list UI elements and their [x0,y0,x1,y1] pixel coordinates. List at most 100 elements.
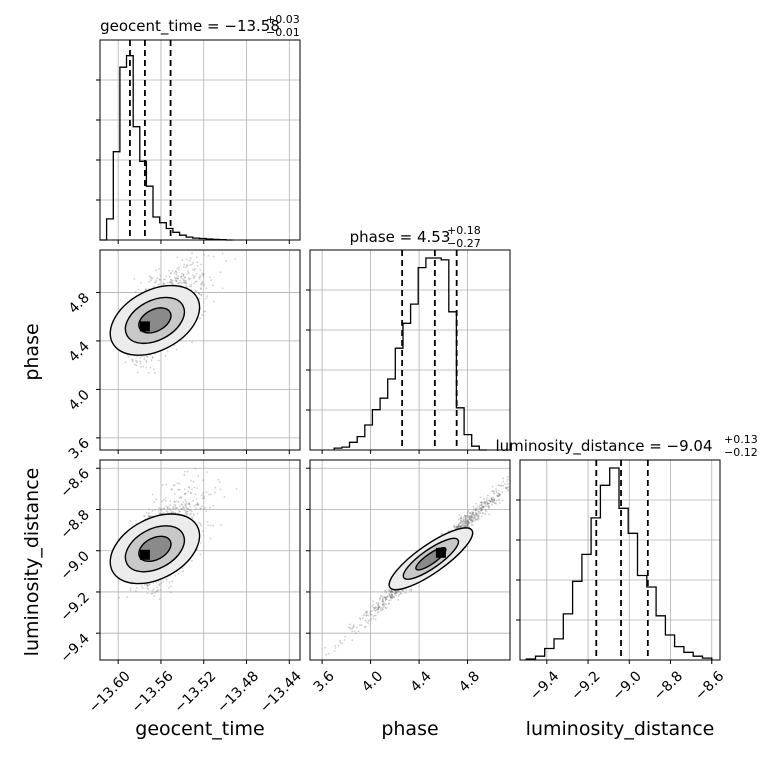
scatter-point [196,487,199,489]
scatter-point [145,359,148,362]
scatter-point [147,588,150,591]
scatter-point [351,627,354,630]
scatter-point [369,612,372,614]
scatter-point [490,498,493,501]
scatter-point [188,502,191,504]
scatter-point [474,514,477,516]
scatter-point [169,585,172,587]
scatter-point [200,524,203,527]
scatter-point [150,359,153,362]
scatter-point [387,596,389,598]
scatter-point [185,510,188,513]
scatter-point [489,500,492,503]
scatter-point [481,506,484,509]
scatter-point [480,507,483,509]
scatter-point [219,271,222,274]
scatter-point [184,276,187,279]
scatter-point [176,500,178,502]
scatter-point [474,508,477,511]
scatter-point [347,626,350,629]
scatter-point [464,522,467,525]
scatter-point [462,525,465,527]
scatter-point [178,510,181,513]
scatter-point [171,580,174,583]
scatter-point [154,280,157,283]
scatter-point [178,482,181,485]
scatter-point [200,263,202,266]
scatter-point [139,366,142,368]
scatter-point [458,522,460,525]
scatter-point [180,275,183,277]
scatter-point [193,514,196,517]
scatter-point [497,492,499,495]
scatter-point [472,518,475,520]
scatter-point [472,516,474,519]
scatter-point [177,277,180,280]
scatter-point [467,524,470,526]
scatter-point [395,592,397,594]
scatter-point [171,488,173,490]
scatter-point [210,493,212,496]
scatter-point [350,627,352,630]
scatter-point [182,275,185,277]
scatter-point [146,587,149,590]
scatter-point [180,496,183,499]
scatter-point [381,600,384,603]
scatter-point [192,480,195,483]
title-luminosity-distance-plus: +0.13 [724,433,758,446]
scatter-point [476,507,478,510]
scatter-point [171,270,174,272]
scatter-point [185,512,188,515]
scatter-point [372,606,375,609]
scatter-point [391,593,393,595]
scatter-point [506,483,509,485]
scatter-point [212,504,215,507]
scatter-point [190,512,192,515]
scatter-point [190,285,193,288]
scatter-point [459,526,462,529]
scatter-point [395,591,398,594]
scatter-point [143,356,146,358]
scatter-point [184,281,186,284]
scatter-point [146,592,149,595]
scatter-point [196,261,199,264]
scatter-point [384,597,387,599]
scatter-point [199,274,202,277]
scatter-point [182,273,185,276]
scatter-point [143,515,146,517]
scatter-point [456,525,458,528]
scatter-point [484,509,487,512]
scatter-point [460,525,463,527]
mode-marker-1 [139,549,150,560]
scatter-point [149,515,152,518]
panel-frame-0-0 [99,39,301,241]
scatter-point [384,596,386,599]
scatter-point [187,277,190,280]
scatter-point [374,614,377,617]
ytick-label-phase-3: 4.8 [66,290,93,317]
scatter-point [463,516,465,519]
scatter-point [487,507,490,510]
scatter-point [462,523,464,526]
scatter-point [187,507,189,510]
scatter-point [365,610,368,613]
scatter-point [193,282,196,285]
scatter-point [454,526,457,528]
scatter-point [151,510,154,512]
scatter-point [464,515,467,517]
scatter-point [187,491,190,493]
scatter-point [201,281,204,283]
scatter-point [183,276,186,279]
scatter-point [497,495,500,498]
scatter-point [398,593,401,596]
scatter-point [372,603,375,606]
scatter-point [370,610,373,613]
scatter-point [177,268,180,271]
scatter-point [483,505,485,508]
scatter-point [499,494,501,497]
scatter-point [174,574,177,577]
scatter-point [470,516,473,519]
panel-frame-2-1 [309,459,511,661]
scatter-point [486,503,489,505]
scatter-point [182,273,185,276]
